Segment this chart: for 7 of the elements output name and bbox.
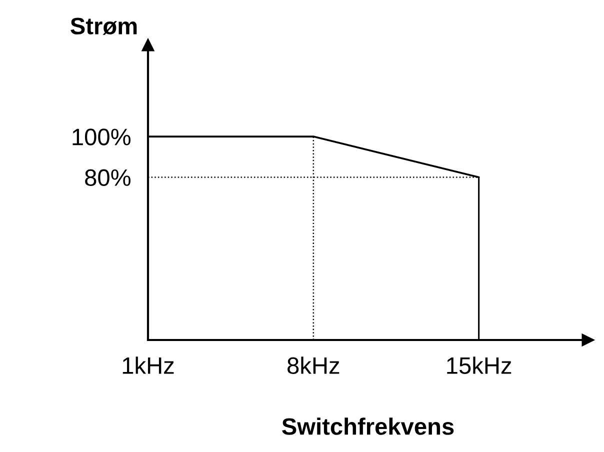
y-axis-title: Strøm — [70, 18, 137, 35]
x-tick-label: 1kHz — [122, 356, 174, 374]
x-axis-title: Switchfrekvens — [282, 418, 454, 435]
y-tick-label: 80% — [85, 169, 130, 186]
y-tick-label: 100% — [72, 128, 130, 146]
x-tick-label: 8kHz — [288, 356, 340, 374]
x-tick-label: 15kHz — [447, 356, 512, 374]
